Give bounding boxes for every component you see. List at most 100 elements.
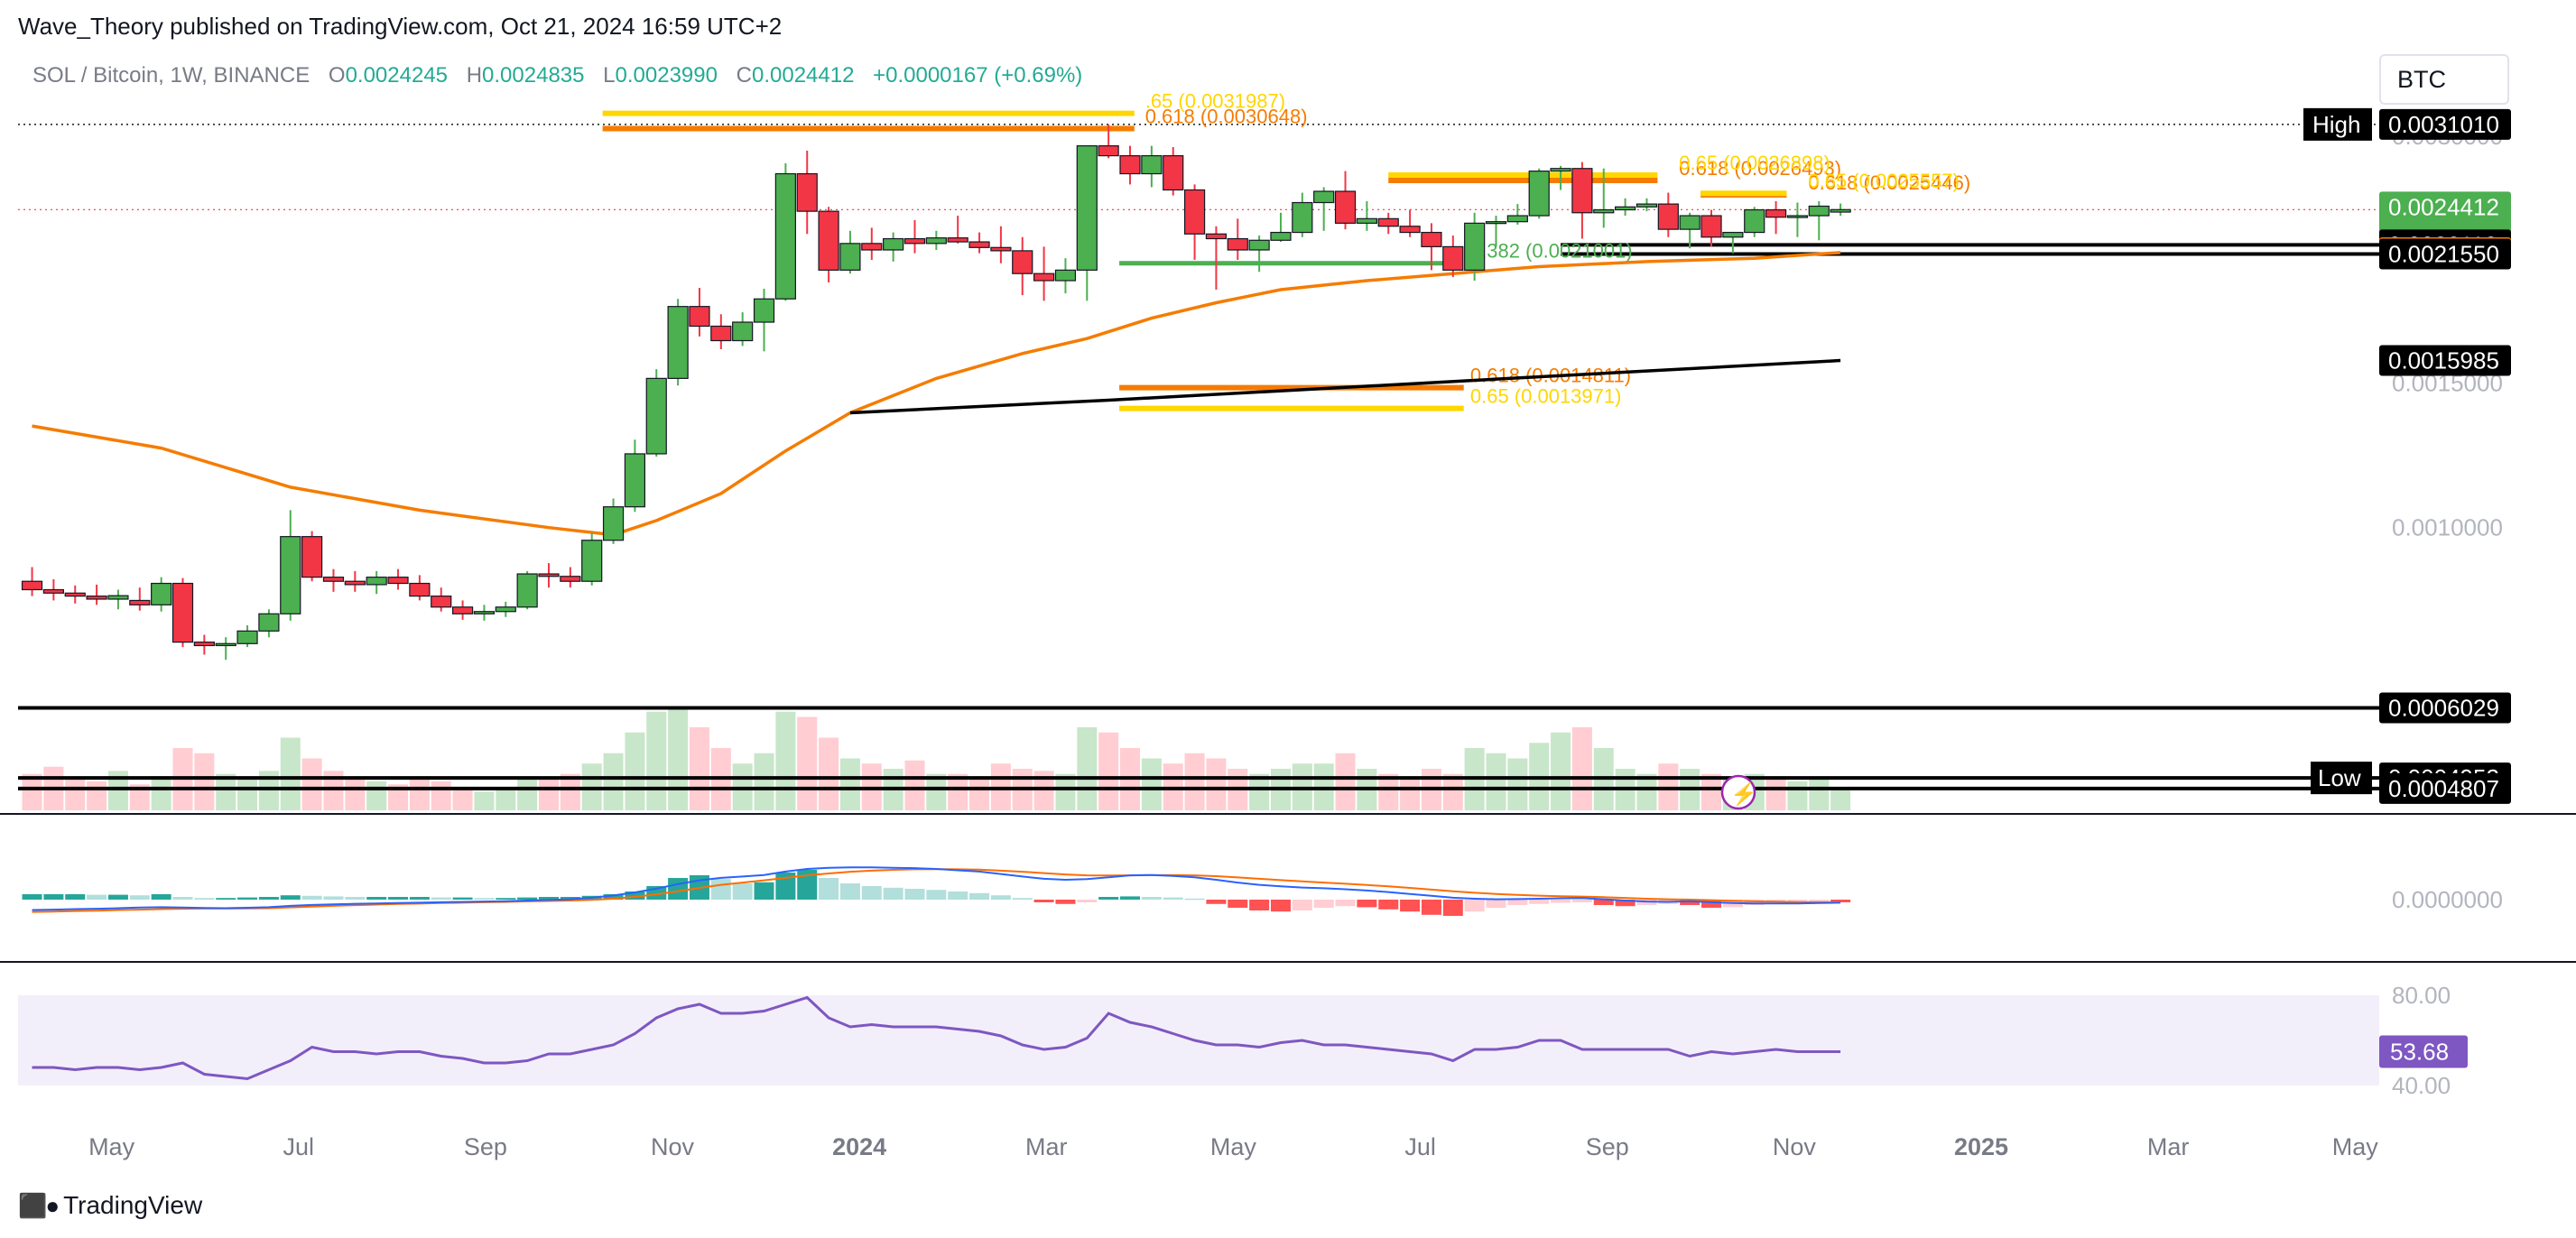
fib-low-65-label: 0.65 (0.0013971) [1470, 385, 1622, 408]
candlesticks [21, 124, 1851, 661]
volume-bar [1571, 727, 1592, 810]
macd-hist-bar [323, 896, 344, 900]
macd-hist-bar [129, 895, 150, 900]
label-trend: 0.0015985 [2388, 346, 2499, 374]
candle-body [1722, 231, 1744, 238]
fib-green-382-label: 0.382 (0.0021001) [1470, 240, 1633, 263]
macd-hist-bar [1551, 900, 1571, 903]
macd-hist-bar [237, 897, 258, 900]
indicator-lines [32, 251, 1841, 537]
volume-bar [65, 779, 86, 810]
fib-right-618-label: 0.618 (0.0025446) [1808, 171, 1970, 194]
macd-hist-bar [668, 878, 689, 900]
macd-hist-bar [517, 897, 538, 900]
price-labels: High Low 0.0031010 0.0024412 6d 10h0.0022110… [2303, 107, 2511, 804]
candle-body [1635, 203, 1658, 208]
candle-body [301, 536, 323, 578]
macd-hist-bar [1507, 900, 1528, 905]
macd-hist-bar [538, 897, 559, 900]
macd-hist-bar [560, 897, 580, 900]
macd-hist-bar [1120, 896, 1141, 900]
currency-selector[interactable]: BTC [2379, 54, 2509, 105]
candle-body [1744, 208, 1765, 234]
trendline [849, 358, 1841, 415]
label-high-value: 0.0031010 [2388, 111, 2499, 138]
volume-bar [1292, 763, 1312, 810]
macd-hist-bar [754, 882, 774, 900]
candle-body [903, 237, 926, 245]
volume-bar [1098, 732, 1119, 810]
volume-bar [301, 758, 322, 810]
macd-hist-bar [496, 898, 516, 900]
volume-bar [990, 763, 1011, 810]
candle-body [839, 243, 861, 271]
volume-bar [474, 791, 495, 810]
candle-body [883, 237, 904, 251]
time-axis[interactable]: May Jul Sep Nov 2024 Mar May Jul Sep Nov 2025 Mar Ma… [88, 1133, 2378, 1160]
macd-hist-bar [1313, 900, 1334, 908]
macd-hist-bar [1744, 900, 1765, 905]
macd-hist-bar [1098, 897, 1119, 900]
volume-bar [1551, 732, 1571, 810]
macd-hist-bar [1292, 900, 1312, 910]
candle-body [322, 577, 345, 582]
tradingview-logo[interactable]: ⬛● TradingView [18, 1191, 202, 1220]
macd-hist-bar [883, 887, 903, 900]
macd-hist-bar [1701, 900, 1722, 908]
candle-body [193, 642, 215, 647]
low-tag: Low [2318, 764, 2361, 791]
open-value: 0.0024245 [345, 63, 449, 88]
macd-hist-bar [1486, 900, 1506, 908]
macd-hist-bar [926, 890, 947, 900]
volume-bar [388, 784, 409, 810]
label-level-5-bg [2379, 772, 2511, 804]
volume-bar [710, 748, 731, 810]
volume-bar [1787, 781, 1808, 810]
macd-hist-bar [797, 870, 818, 900]
candle-body [667, 306, 689, 379]
candle-body [1183, 189, 1206, 235]
time-axis-label: Mar [2147, 1133, 2190, 1160]
volume-bar [1033, 771, 1054, 810]
candle-body [732, 321, 754, 342]
volume-bar [732, 763, 753, 810]
candle-body [21, 580, 43, 591]
close-value: 0.0024412 [751, 63, 855, 88]
macd-hist-bar [1206, 900, 1227, 904]
macd-hist-bar [258, 897, 279, 900]
macd-hist-bar [1658, 900, 1679, 904]
candle-body [215, 642, 236, 647]
fib-low-618-label: 0.618 (0.0014811) [1470, 365, 1631, 387]
replay-bolt-icon-glyph: ⚡ [1730, 781, 1757, 807]
volume-bar [237, 779, 258, 810]
symbol-title[interactable]: SOL / Bitcoin, 1W, BINANCE [32, 63, 310, 88]
candle-body [86, 596, 107, 600]
candle-body [171, 582, 194, 643]
label-level-3: 0.0006029 [2388, 694, 2499, 721]
macd-hist-bar [775, 873, 796, 900]
label-ema: 0.0021638 [2388, 239, 2499, 266]
volume-bar [22, 773, 42, 810]
macd-hist-bar [1357, 900, 1377, 908]
macd-hist-bar [151, 894, 171, 900]
price-axis: 0.0030000 0.0025000 0.0015000 0.0010000 [2392, 123, 2503, 541]
candle-body [560, 576, 581, 582]
fib-mid-65-label: 0.65 (0.0026898) [1679, 152, 1830, 174]
volume-bar [1615, 769, 1635, 810]
macd-hist-bar [280, 895, 301, 900]
label-level-2-bg [2379, 238, 2511, 270]
time-axis-label: Nov [1773, 1133, 1817, 1160]
volume-bar [345, 779, 366, 810]
macd-hist-bar [689, 875, 709, 900]
volume-bar [581, 763, 602, 810]
price-axis-tick: 0.0025000 [2392, 188, 2503, 215]
candle-body [1593, 208, 1615, 214]
macd-hist-bar [1228, 900, 1248, 908]
volume-bar [754, 753, 774, 810]
candle-body [581, 540, 603, 582]
label-level-4: 0.0004952 [2388, 764, 2499, 791]
price-axis-tick: 0.0030000 [2392, 123, 2503, 150]
macd-hist-bar [1421, 900, 1441, 915]
volume-bar [517, 779, 538, 810]
